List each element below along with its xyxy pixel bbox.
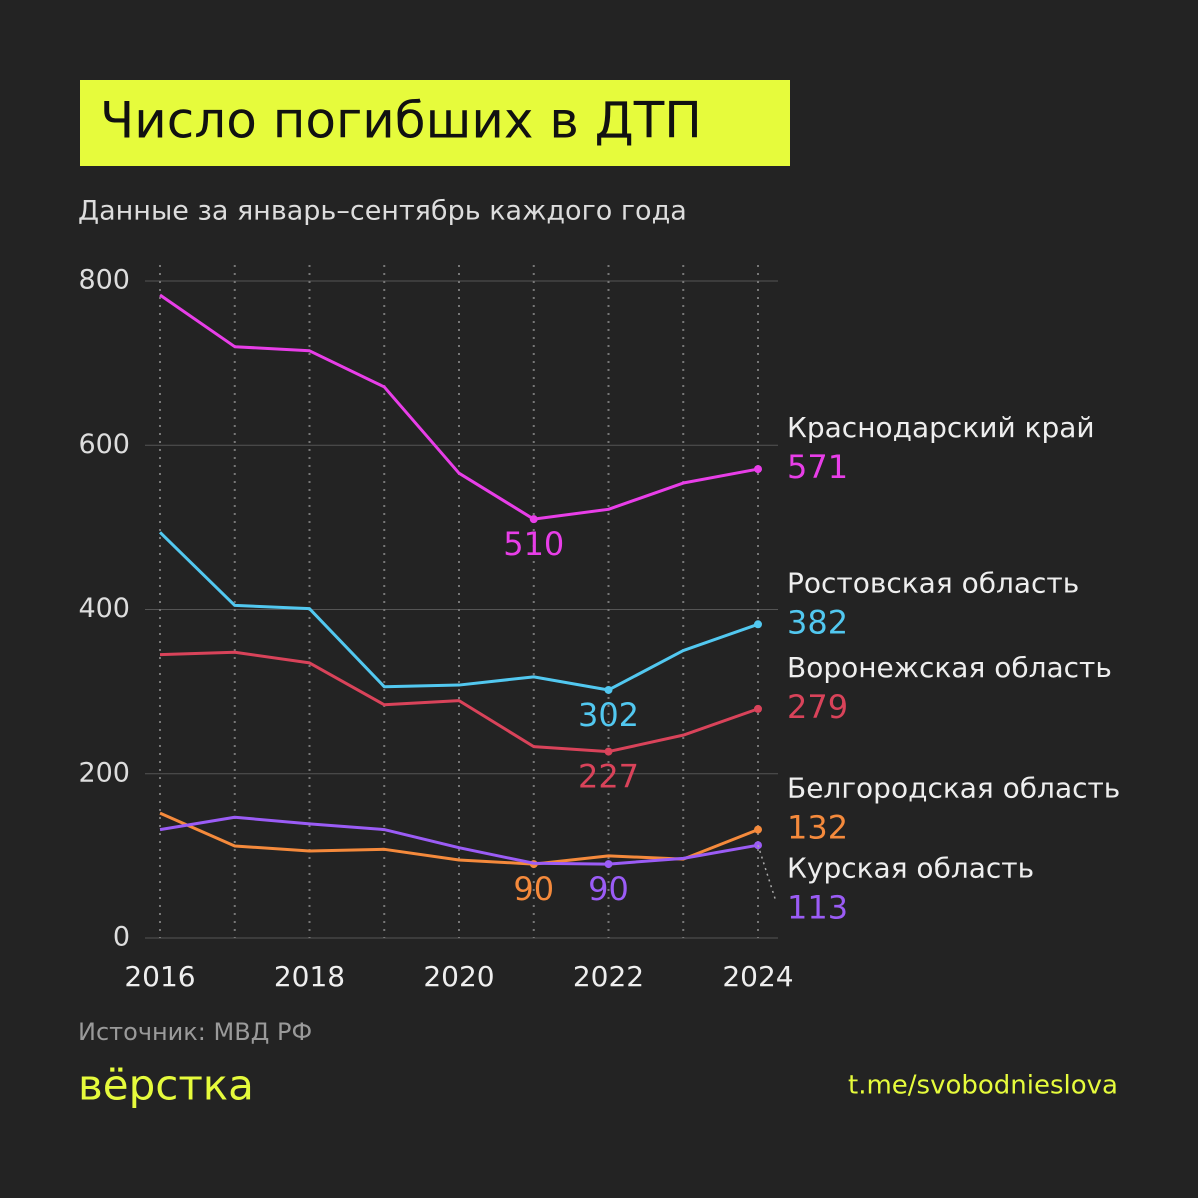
end-point: [754, 620, 762, 629]
end-point: [754, 825, 762, 834]
legend-label: Курская область: [787, 852, 1034, 885]
series-line: [158, 531, 759, 692]
series-line: [159, 811, 759, 866]
min-point: [604, 685, 613, 694]
min-label: 302: [578, 696, 639, 734]
y-tick-label: 800: [78, 265, 130, 296]
min-point: [604, 747, 613, 756]
x-tick-label: 2018: [274, 960, 345, 993]
series-line: [159, 815, 759, 866]
x-tick-label: 2020: [423, 960, 494, 993]
min-label: 510: [503, 525, 564, 563]
brand: вёрстка: [78, 1061, 254, 1110]
end-label: 113: [787, 889, 848, 927]
chart-title: Число погибших в ДТП: [100, 92, 702, 150]
end-point: [754, 704, 762, 713]
y-tick-label: 600: [78, 429, 130, 460]
chart-subtitle: Данные за январь–сентябрь каждого года: [78, 196, 687, 227]
x-tick-label: 2016: [124, 960, 195, 993]
series-line: [159, 650, 759, 754]
source: Источник: МВД РФ: [78, 1018, 312, 1046]
series-line: [159, 293, 759, 521]
min-label: 90: [513, 870, 554, 908]
legend-label: Краснодарский край: [787, 411, 1095, 444]
min-point: [529, 515, 538, 524]
end-label: 132: [787, 809, 848, 847]
x-tick-label: 2024: [722, 960, 793, 993]
legend-label: Белгородская область: [787, 772, 1120, 805]
leader-line: [757, 844, 777, 902]
legend-label: Воронежская область: [787, 651, 1112, 684]
title-box: [80, 80, 790, 166]
min-point: [604, 860, 613, 869]
link[interactable]: t.me/svobodnieslova: [848, 1071, 1118, 1101]
x-tick-label: 2022: [573, 960, 644, 993]
end-label: 571: [787, 448, 848, 486]
min-label: 90: [588, 870, 629, 908]
end-label: 382: [787, 603, 848, 641]
y-tick-label: 400: [78, 593, 130, 624]
end-point: [754, 465, 762, 474]
min-label: 227: [578, 758, 639, 796]
y-tick-label: 200: [78, 757, 130, 788]
end-label: 279: [787, 688, 848, 726]
y-tick-label: 0: [113, 922, 130, 953]
legend-label: Ростовская область: [787, 566, 1079, 599]
